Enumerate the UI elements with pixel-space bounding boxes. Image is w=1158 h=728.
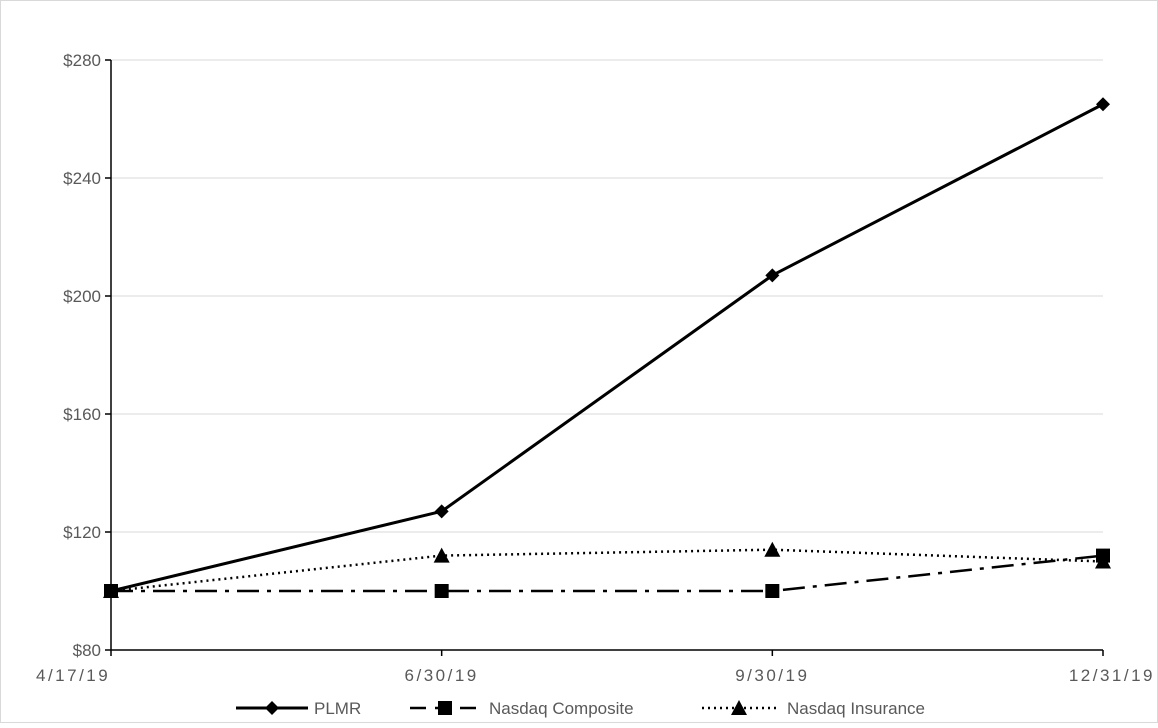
legend-label-nasdaq-composite: Nasdaq Composite (489, 699, 634, 718)
data-point-plmr (434, 504, 449, 519)
x-tick-label: 4/17/19 (36, 666, 110, 685)
data-point-plmr (1096, 97, 1110, 112)
series-nasdaq-insurance (103, 541, 1111, 598)
y-tick-label: $240 (63, 169, 101, 188)
y-tick-label: $120 (63, 523, 101, 542)
data-point-nasdaq-insurance (103, 583, 119, 598)
y-tick-label: $280 (63, 51, 101, 70)
y-tick-labels: $80 $120 $160 $200 $240 $280 (63, 51, 101, 660)
data-point-nasdaq-insurance (433, 547, 450, 563)
legend-marker-nasdaq-composite (438, 701, 452, 715)
data-point-nasdaq-insurance (1095, 553, 1111, 569)
x-tick-label: 9/30/19 (735, 666, 809, 685)
legend-item-plmr: PLMR (236, 699, 361, 718)
y-tick-label: $80 (73, 641, 101, 660)
data-point-nasdaq-insurance (764, 541, 781, 557)
legend-marker-nasdaq-insurance (731, 700, 747, 715)
legend: PLMR Nasdaq Composite Nasdaq Insurance (236, 699, 925, 718)
legend-item-nasdaq-composite: Nasdaq Composite (410, 699, 634, 718)
y-tick-label: $200 (63, 287, 101, 306)
legend-label-nasdaq-insurance: Nasdaq Insurance (787, 699, 925, 718)
legend-marker-plmr (265, 701, 279, 715)
y-tick-label: $160 (63, 405, 101, 424)
gridlines (111, 59, 1103, 533)
data-point-nasdaq-composite (434, 584, 449, 598)
series-line-nasdaq-composite (111, 554, 1104, 593)
series-line-plmr (110, 102, 1104, 593)
series-plmr (104, 97, 1110, 598)
series-line-nasdaq-insurance (110, 548, 1104, 593)
x-tick-label: 12/31/19 (1069, 666, 1155, 685)
axes (105, 59, 1104, 656)
legend-item-nasdaq-insurance: Nasdaq Insurance (702, 699, 925, 718)
x-tick-label: 6/30/19 (405, 666, 479, 685)
data-point-plmr (765, 268, 780, 283)
series (103, 97, 1111, 598)
x-tick-labels: 4/17/19 6/30/19 9/30/19 12/31/19 (36, 666, 1155, 685)
legend-label-plmr: PLMR (314, 699, 361, 718)
data-point-nasdaq-composite (765, 584, 780, 598)
